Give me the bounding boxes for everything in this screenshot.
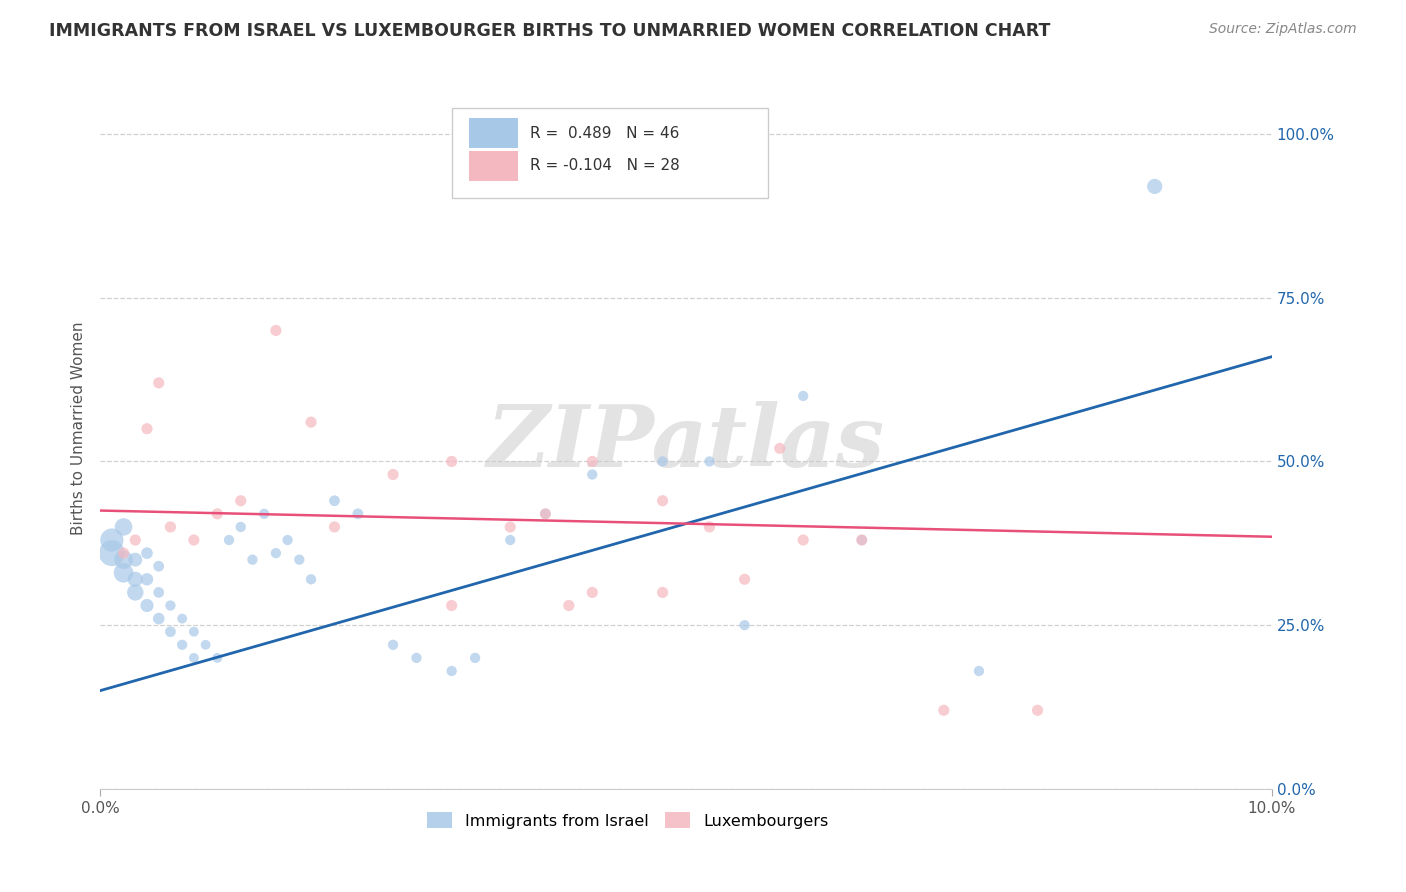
Point [967,664,990,678]
Point [172,612,194,626]
Point [382,638,405,652]
Point [699,454,721,468]
Point [218,533,240,547]
Point [440,599,463,613]
Point [288,552,311,566]
Point [124,585,146,599]
Point [159,599,181,613]
Point [323,493,346,508]
Point [101,546,124,560]
Point [183,533,205,547]
Point [242,552,264,566]
Point [699,520,721,534]
Point [277,533,299,547]
Point [299,572,322,586]
Point [851,533,873,547]
Text: ZIPatlas: ZIPatlas [486,401,884,485]
Point [558,599,581,613]
Point [183,651,205,665]
Point [264,323,287,337]
FancyBboxPatch shape [470,151,519,181]
Point [229,520,252,534]
Point [136,599,159,613]
Point [136,546,159,560]
Point [440,664,463,678]
Point [183,624,205,639]
Point [464,651,486,665]
Point [229,493,252,508]
FancyBboxPatch shape [451,108,768,198]
Text: R =  0.489   N = 46: R = 0.489 N = 46 [530,126,679,141]
Point [734,618,756,632]
Text: Source: ZipAtlas.com: Source: ZipAtlas.com [1209,22,1357,37]
Point [148,612,170,626]
Point [405,651,427,665]
Point [534,507,557,521]
Point [792,389,814,403]
Point [651,493,673,508]
Point [112,552,135,566]
Point [124,572,146,586]
Point [148,585,170,599]
Point [932,703,955,717]
Point [136,572,159,586]
Point [172,638,194,652]
Legend: Immigrants from Israel, Luxembourgers: Immigrants from Israel, Luxembourgers [420,806,835,835]
Point [581,585,603,599]
Point [440,454,463,468]
Point [581,454,603,468]
Point [124,533,146,547]
Point [101,533,124,547]
Point [136,422,159,436]
Point [159,520,181,534]
Point [534,507,557,521]
Point [651,454,673,468]
Point [382,467,405,482]
Point [112,566,135,580]
Point [769,442,792,456]
Text: IMMIGRANTS FROM ISRAEL VS LUXEMBOURGER BIRTHS TO UNMARRIED WOMEN CORRELATION CHA: IMMIGRANTS FROM ISRAEL VS LUXEMBOURGER B… [49,22,1050,40]
Point [1026,703,1049,717]
Point [792,533,814,547]
Point [253,507,276,521]
Point [323,520,346,534]
Point [207,651,229,665]
FancyBboxPatch shape [470,119,519,148]
Point [148,376,170,390]
Point [148,559,170,574]
Point [651,585,673,599]
Y-axis label: Births to Unmarried Women: Births to Unmarried Women [72,322,86,535]
Point [851,533,873,547]
Point [207,507,229,521]
Point [299,415,322,429]
Point [1143,179,1166,194]
Point [124,552,146,566]
Point [264,546,287,560]
Point [499,533,522,547]
Point [194,638,217,652]
Point [499,520,522,534]
Point [347,507,370,521]
Point [159,624,181,639]
Text: R = -0.104   N = 28: R = -0.104 N = 28 [530,158,681,173]
Point [112,520,135,534]
Point [734,572,756,586]
Point [581,467,603,482]
Point [112,546,135,560]
